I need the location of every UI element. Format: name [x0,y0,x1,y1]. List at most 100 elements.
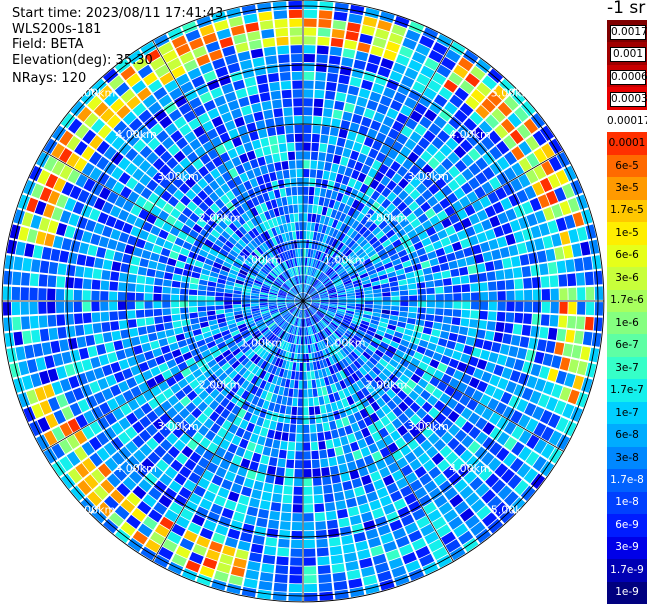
range-gate-cell [279,404,286,414]
range-gate-cell [474,446,488,460]
range-gate-cell [304,309,307,318]
range-gate-cell [335,173,344,184]
range-gate-cell [260,306,269,310]
range-gate-cell [205,549,221,561]
range-gate-cell [45,413,59,429]
range-gate-cell [199,91,213,104]
range-gate-cell [75,265,85,278]
range-gate-cell [222,349,232,358]
range-gate-cell [337,304,347,308]
range-gate-cell [423,87,437,101]
range-gate-cell [303,477,313,487]
range-gate-cell [206,305,215,311]
range-gate-cell [361,566,376,578]
range-gate-cell [438,108,453,122]
range-gate-cell [243,13,258,24]
range-gate-cell [266,64,279,74]
range-gate-cell [323,376,330,386]
range-gate-cell [60,113,76,129]
range-gate-cell [496,156,510,171]
range-gate-cell [358,88,371,99]
range-gate-cell [472,126,486,141]
range-gate-cell [303,301,306,309]
range-gate-cell [224,366,234,376]
range-gate-cell [283,283,290,290]
range-gate-cell [175,73,190,86]
range-gate-cell [12,271,22,286]
range-gate-cell [363,454,375,466]
range-gate-cell [416,516,431,529]
range-gate-cell [244,233,253,242]
range-gate-cell [409,458,422,471]
colorbar-label: 3e-9 [615,541,639,554]
range-gate-cell [220,183,231,194]
range-gate-cell [377,248,387,257]
range-gate-cell [292,80,303,89]
range-gate-cell [91,279,101,290]
range-gate-cell [219,269,229,277]
range-gate-cell [320,263,327,272]
range-gate-cell [261,29,275,39]
range-gate-cell [264,342,272,351]
range-gate-cell [342,334,351,342]
range-gate-cell [288,592,302,602]
range-gate-cell [48,261,59,275]
range-gate-cell [331,373,339,383]
range-gate-cell [361,387,370,397]
range-gate-cell [305,345,309,354]
range-gate-cell [404,493,417,505]
range-gate-cell [316,360,321,370]
range-gate-cell [496,311,506,322]
range-gate-cell [510,335,521,347]
range-gate-cell [409,426,421,438]
colorbar-label: 3e-7 [615,361,639,374]
range-gate-cell [240,329,250,336]
range-gate-cell [43,430,58,446]
range-gate-cell [303,398,309,407]
range-gate-cell [295,249,299,258]
range-gate-cell [285,378,291,388]
range-gate-cell [289,315,295,324]
range-gate-cell [556,328,567,342]
range-gate-cell [303,301,311,304]
range-gate-cell [96,140,110,155]
range-gate-cell [204,354,214,363]
range-gate-cell [400,104,413,117]
range-gate-cell [4,255,15,270]
range-gate-cell [244,76,257,88]
range-gate-cell [139,429,152,443]
range-gate-cell [183,479,197,492]
range-gate-cell [175,545,191,559]
range-gate-cell [258,580,273,591]
range-gate-cell [289,289,297,296]
range-gate-cell [254,279,263,285]
range-gate-cell [15,346,26,361]
range-gate-cell [126,133,140,147]
range-gate-cell [228,356,238,366]
range-gate-cell [496,416,509,430]
range-gate-cell [268,260,276,269]
range-gate-cell [320,304,329,308]
range-gate-cell [329,272,337,279]
range-gate-cell [378,164,389,175]
range-gate-cell [18,226,30,242]
range-gate-cell [375,152,387,163]
range-gate-cell [243,449,254,460]
range-gate-cell [212,262,223,269]
range-gate-cell [22,330,32,345]
range-gate-cell [245,22,260,33]
nrays-text: NRays: 120 [12,71,87,86]
range-gate-cell [422,372,433,383]
range-gate-cell [233,416,243,427]
range-gate-cell [113,120,128,135]
range-gate-cell [348,578,363,589]
range-gate-cell [181,224,192,235]
range-gate-cell [278,224,285,234]
range-gate-cell [400,339,410,348]
range-gate-cell [346,497,358,508]
range-gate-cell [536,339,547,352]
range-gate-cell [289,278,295,287]
range-gate-cell [493,259,504,270]
range-gate-cell [274,117,284,127]
range-gate-cell [259,301,268,304]
